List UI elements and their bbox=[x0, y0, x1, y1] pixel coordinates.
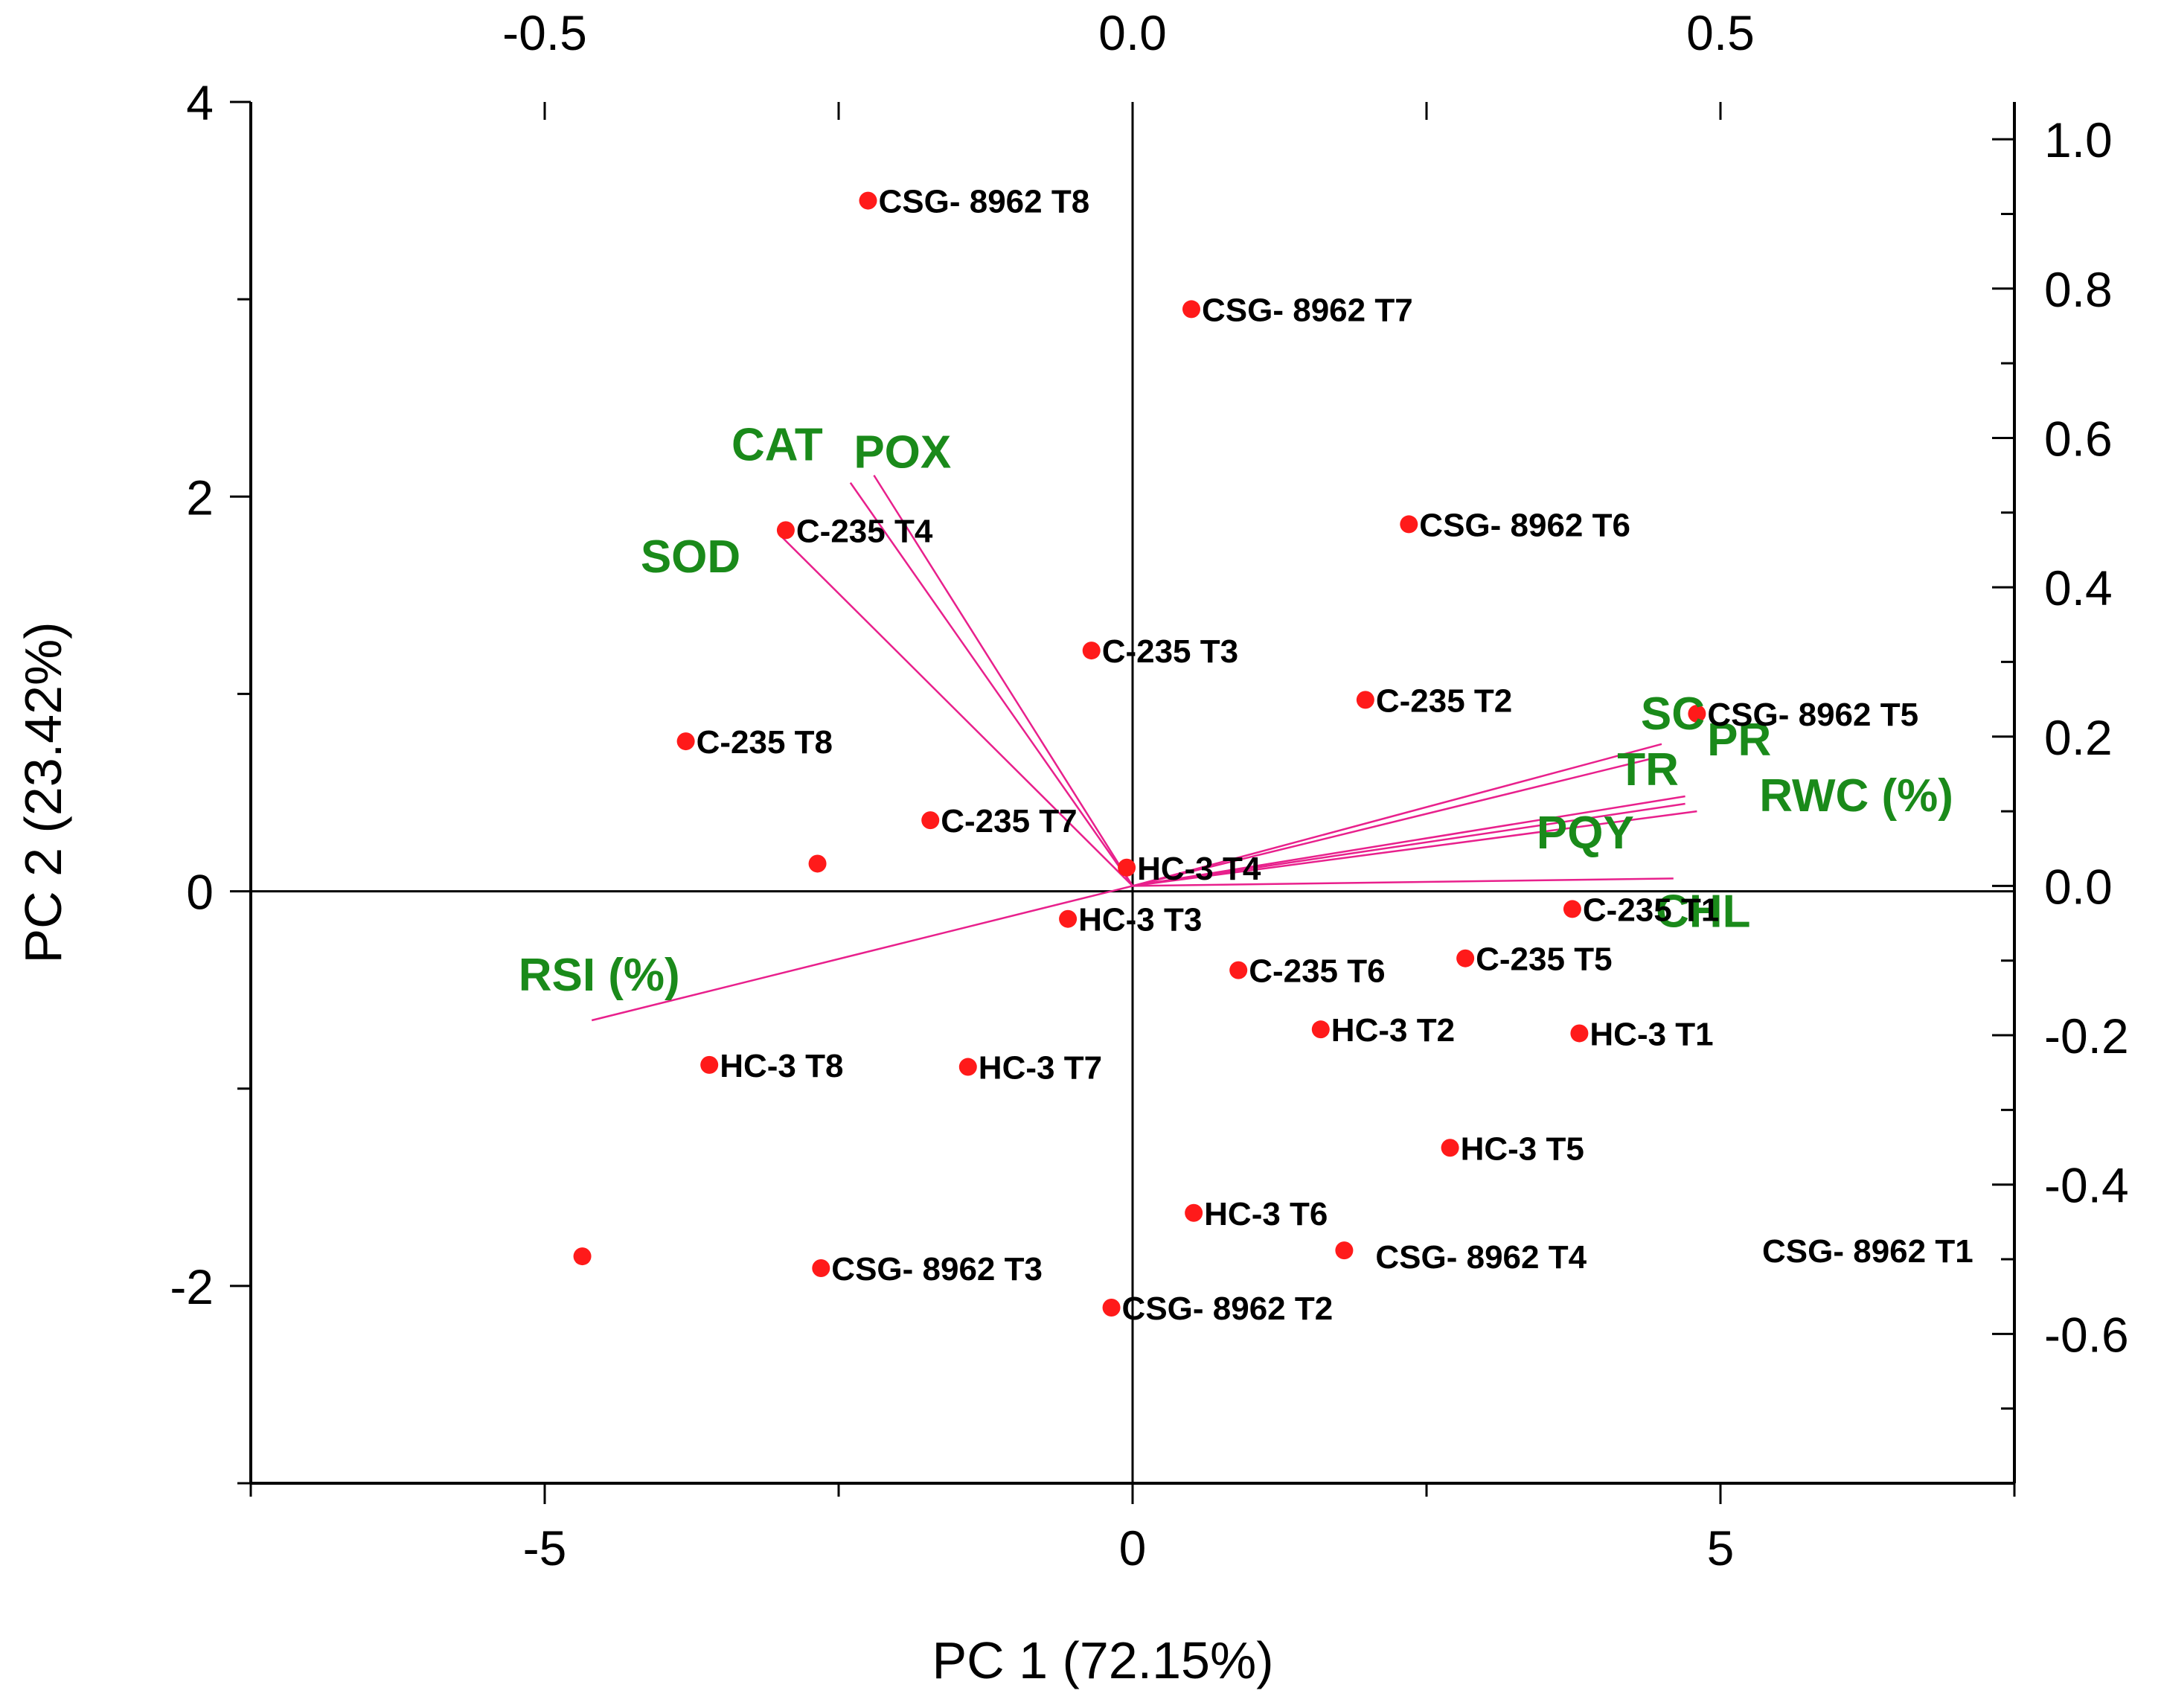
loading-vector bbox=[1132, 810, 1697, 887]
left-tick-label: 4 bbox=[186, 75, 214, 130]
x-axis-title: PC 1 (72.15%) bbox=[932, 1631, 1273, 1689]
right-tick-label: 0.8 bbox=[2044, 262, 2113, 317]
point-label: CSG- 8962 T4 bbox=[1375, 1239, 1587, 1276]
point-label: CSG- 8962 T7 bbox=[1202, 292, 1413, 328]
score-point bbox=[1456, 949, 1475, 967]
loading-label: RWC (%) bbox=[1759, 770, 1953, 822]
score-points bbox=[573, 191, 1706, 1317]
point-label: HC-3 T3 bbox=[1078, 902, 1202, 938]
left-tick-label: 0 bbox=[186, 865, 214, 920]
loading-vectors bbox=[591, 474, 1697, 1022]
score-point bbox=[1688, 704, 1706, 723]
bottom-tick-label: 0 bbox=[1119, 1520, 1147, 1576]
point-label: C-235 T5 bbox=[1476, 941, 1612, 978]
score-point bbox=[1335, 1241, 1354, 1260]
score-point bbox=[676, 732, 695, 751]
point-label: HC-3 T4 bbox=[1137, 851, 1261, 887]
loading-label: PQY bbox=[1537, 807, 1634, 859]
bottom-tick-label: -5 bbox=[523, 1520, 567, 1576]
right-tick-label: -0.2 bbox=[2044, 1008, 2129, 1063]
score-point bbox=[776, 521, 795, 540]
bottom-tick-label: 5 bbox=[1707, 1520, 1735, 1576]
point-label: HC-3 T1 bbox=[1589, 1016, 1713, 1052]
point-label: C-235 T2 bbox=[1376, 682, 1512, 719]
top-tick-label: -0.5 bbox=[502, 5, 587, 60]
score-point bbox=[859, 191, 877, 210]
score-point bbox=[1441, 1139, 1459, 1157]
loading-label: SOD bbox=[641, 531, 740, 583]
loading-label: CAT bbox=[731, 420, 823, 471]
point-label: C-235 T3 bbox=[1102, 633, 1238, 670]
point-label: C-235 T8 bbox=[697, 724, 833, 761]
score-point bbox=[1185, 1203, 1203, 1222]
right-tick-label: 0.0 bbox=[2044, 859, 2113, 914]
loading-label: POX bbox=[854, 427, 951, 479]
top-tick-label: 0.5 bbox=[1686, 5, 1755, 60]
score-point bbox=[1570, 1024, 1589, 1043]
score-point bbox=[1082, 642, 1101, 660]
point-label: C-235 T4 bbox=[796, 513, 933, 549]
point-label: CSG- 8962 T8 bbox=[879, 184, 1090, 220]
score-point bbox=[573, 1247, 592, 1266]
loading-label: SC bbox=[1641, 688, 1705, 740]
right-tick-label: 0.2 bbox=[2044, 710, 2113, 765]
score-point bbox=[1400, 515, 1418, 534]
point-label: HC-3 T7 bbox=[979, 1050, 1102, 1087]
left-tick-label: -2 bbox=[170, 1259, 214, 1314]
loading-vector bbox=[1132, 743, 1662, 887]
loading-vector bbox=[779, 534, 1133, 887]
top-tick-label: 0.0 bbox=[1098, 5, 1167, 60]
point-label: HC-3 T6 bbox=[1204, 1196, 1328, 1232]
loading-vector bbox=[1132, 877, 1674, 887]
score-point bbox=[700, 1055, 719, 1074]
point-label: C-235 T1 bbox=[1583, 892, 1719, 928]
loading-vector bbox=[849, 482, 1134, 887]
point-label: HC-3 T8 bbox=[720, 1048, 843, 1084]
score-point bbox=[808, 854, 827, 873]
right-tick-label: 0.6 bbox=[2044, 411, 2113, 466]
score-point bbox=[1059, 909, 1078, 928]
point-label: CSG- 8962 T1 bbox=[1762, 1233, 1973, 1270]
score-point bbox=[1118, 858, 1136, 877]
left-tick-label: 2 bbox=[186, 470, 214, 525]
loading-label: RSI (%) bbox=[519, 950, 680, 1001]
loading-vector bbox=[1132, 758, 1651, 887]
y-axis-title: PC 2 (23.42%) bbox=[14, 621, 72, 963]
score-point bbox=[1102, 1299, 1121, 1317]
loading-vector bbox=[591, 885, 1133, 1022]
loading-label: TR bbox=[1617, 744, 1679, 796]
score-point bbox=[921, 811, 940, 830]
point-label: C-235 T7 bbox=[941, 803, 1077, 839]
score-point bbox=[1229, 961, 1248, 979]
point-label: CSG- 8962 T5 bbox=[1707, 697, 1918, 733]
score-point bbox=[1356, 691, 1374, 709]
point-label: C-235 T6 bbox=[1249, 953, 1385, 990]
right-tick-label: -0.4 bbox=[2044, 1158, 2129, 1213]
loading-label: CHL bbox=[1656, 886, 1750, 937]
score-point bbox=[958, 1058, 977, 1076]
score-point bbox=[1311, 1020, 1330, 1039]
loading-vector bbox=[873, 474, 1134, 887]
point-label: CSG- 8962 T3 bbox=[831, 1251, 1043, 1288]
point-label: CSG- 8962 T6 bbox=[1419, 507, 1630, 543]
loading-label: PR bbox=[1707, 714, 1771, 766]
loading-vector bbox=[1132, 795, 1685, 887]
point-label: CSG- 8962 T2 bbox=[1122, 1290, 1334, 1327]
right-tick-label: 1.0 bbox=[2044, 112, 2113, 167]
point-label: HC-3 T2 bbox=[1331, 1012, 1455, 1049]
plot-frame bbox=[249, 102, 2016, 1485]
right-tick-label: -0.6 bbox=[2044, 1307, 2129, 1362]
right-tick-label: 0.4 bbox=[2044, 560, 2113, 615]
loading-vector bbox=[1132, 802, 1685, 887]
score-point bbox=[1563, 900, 1581, 918]
point-label: HC-3 T5 bbox=[1461, 1130, 1584, 1167]
score-point bbox=[1182, 300, 1200, 319]
axis-ticks: -5 0 5 -2 0 2 4 -0.5 0.0 0.5 1.0 0.8 0.6 0.4 0.2 0.0 -0.… bbox=[170, 5, 2128, 1576]
score-point bbox=[812, 1258, 830, 1277]
